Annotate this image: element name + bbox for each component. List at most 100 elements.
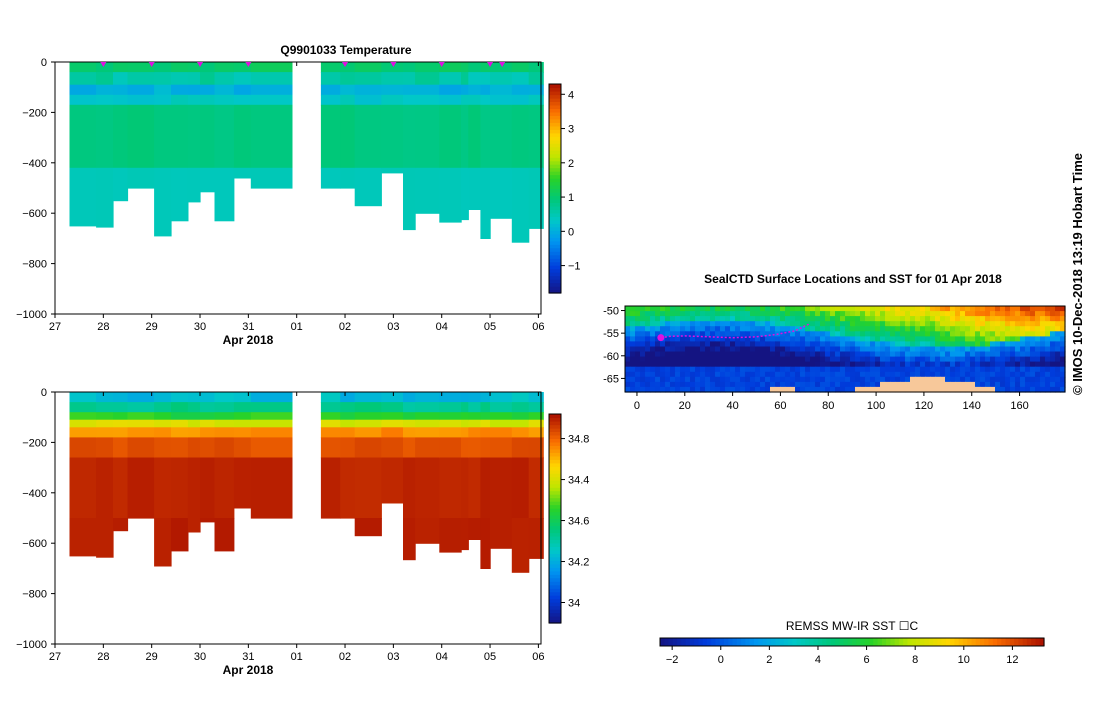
sst-cell	[830, 326, 836, 332]
sst-cell	[1060, 376, 1066, 383]
sst-cell	[930, 321, 936, 327]
colorbar-segment	[549, 237, 561, 242]
sst-cell	[645, 311, 651, 317]
sst-cell	[640, 336, 646, 343]
sst-cell	[915, 346, 921, 353]
section-cell	[171, 72, 189, 86]
sst-cell	[905, 386, 911, 393]
sst-cell	[1010, 331, 1016, 337]
sst-colorbar-segment	[711, 638, 717, 646]
section-cell	[461, 427, 469, 438]
sst-cell	[855, 341, 861, 348]
colorbar-segment	[549, 153, 561, 158]
sst-cell	[680, 326, 686, 332]
sst-cell	[780, 321, 786, 327]
sst-colorbar-segment	[1035, 638, 1041, 646]
sst-cell	[945, 346, 951, 353]
sst-cell	[1005, 331, 1011, 337]
sst-cell	[865, 316, 871, 322]
sst-cell	[835, 311, 841, 317]
section-cell	[528, 94, 544, 106]
sst-cell	[685, 381, 691, 388]
sst-cell	[955, 366, 961, 373]
sst-cell	[640, 361, 646, 368]
sst-cell	[765, 381, 771, 388]
sst-cell	[860, 336, 866, 343]
sst-cell	[1015, 361, 1021, 368]
sst-cell	[705, 341, 711, 348]
sst-cell	[995, 356, 1001, 363]
sst-cell	[760, 336, 766, 343]
sst-cell	[625, 306, 631, 312]
sst-cell	[880, 321, 886, 327]
section-cell	[403, 84, 416, 96]
sst-cell	[655, 356, 661, 363]
sst-colorbar-segment	[1018, 638, 1024, 646]
sst-cell	[890, 306, 896, 312]
sst-colorbar-tick-label: 6	[864, 654, 870, 666]
sst-cell	[890, 341, 896, 348]
sst-cell	[735, 346, 741, 353]
sst-cell	[995, 326, 1001, 332]
sst-colorbar-segment	[903, 638, 909, 646]
sst-colorbar-segment	[877, 638, 883, 646]
sst-cell	[795, 346, 801, 353]
sst-cell	[905, 346, 911, 353]
sst-cell	[815, 306, 821, 312]
sst-cell	[715, 361, 721, 368]
section-cell	[403, 437, 416, 459]
sst-cell	[1030, 381, 1036, 388]
section-cell	[113, 392, 129, 403]
sst-cell	[670, 376, 676, 383]
sst-colorbar-segment	[890, 638, 896, 646]
sst-cell	[715, 326, 721, 332]
sst-cell	[625, 386, 631, 393]
sst-cell	[950, 371, 956, 378]
section-cell	[480, 104, 491, 169]
sst-cell	[700, 331, 706, 337]
sst-cell	[840, 331, 846, 337]
sst-cell	[625, 346, 631, 353]
sst-cell	[900, 311, 906, 317]
sst-cell	[735, 351, 741, 358]
colorbar-segment	[549, 518, 561, 523]
section-cell	[127, 84, 155, 96]
y-tick-label: −200	[22, 107, 47, 119]
colorbar-segment	[549, 515, 561, 520]
sst-cell	[625, 336, 631, 343]
sst-cell	[965, 356, 971, 363]
sst-cell	[690, 381, 696, 388]
sst-cell	[870, 376, 876, 383]
section-cell	[200, 518, 216, 523]
sst-cell	[670, 306, 676, 312]
sst-cell	[975, 336, 981, 343]
section-cell	[171, 412, 189, 421]
sst-cell	[840, 381, 846, 388]
sst-cell	[855, 326, 861, 332]
colorbar-segment	[549, 570, 561, 575]
section-cell	[354, 412, 382, 421]
sst-cell	[920, 336, 926, 343]
sst-cell	[640, 346, 646, 353]
sst-cell	[795, 371, 801, 378]
sst-cell	[660, 331, 666, 337]
section-cell	[468, 104, 481, 169]
section-cell	[69, 437, 97, 459]
sst-cell	[840, 361, 846, 368]
sst-cell	[720, 381, 726, 388]
sst-cell	[1000, 316, 1006, 322]
sst-cell	[1035, 331, 1041, 337]
sst-cell	[650, 336, 656, 343]
sst-cell	[970, 346, 976, 353]
sst-cell	[690, 371, 696, 378]
x-tick-label: 31	[242, 651, 254, 663]
sst-cell	[1000, 351, 1006, 358]
sst-cell	[710, 381, 716, 388]
sst-cell	[990, 341, 996, 348]
sst-cell	[795, 361, 801, 368]
colorbar-segment	[549, 595, 561, 600]
sst-cell	[960, 311, 966, 317]
sst-cell	[815, 366, 821, 373]
sst-cell	[645, 386, 651, 393]
sst-cell	[885, 336, 891, 343]
